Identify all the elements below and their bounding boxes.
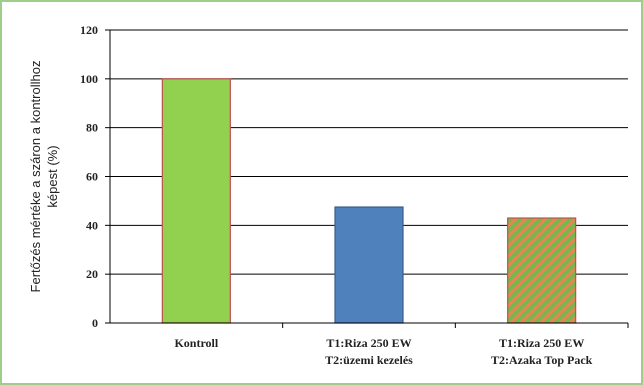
- y-tick-label: 20: [86, 267, 98, 281]
- bar: [334, 206, 404, 324]
- bar: [161, 78, 231, 324]
- x-tick-label: T1:Riza 250 EW: [326, 336, 411, 350]
- x-tick-label: T2:Azaka Top Pack: [491, 353, 593, 367]
- y-tick-label: 40: [86, 218, 98, 232]
- y-tick-label: 60: [86, 170, 98, 184]
- y-tick-label: 0: [92, 316, 98, 330]
- y-axis-label: képest (%): [45, 145, 60, 207]
- y-axis-label: Fertőzés mértéke a száron a kontrollhoz: [28, 61, 43, 293]
- x-tick-label: T1:Riza 250 EW: [499, 336, 584, 350]
- y-tick-label: 120: [80, 23, 98, 37]
- y-tick-label: 80: [86, 121, 98, 135]
- bar: [507, 217, 577, 324]
- x-tick-label: T2:üzemi kezelés: [325, 353, 413, 367]
- x-tick-label: Kontroll: [174, 336, 218, 350]
- y-tick-label: 100: [80, 72, 98, 86]
